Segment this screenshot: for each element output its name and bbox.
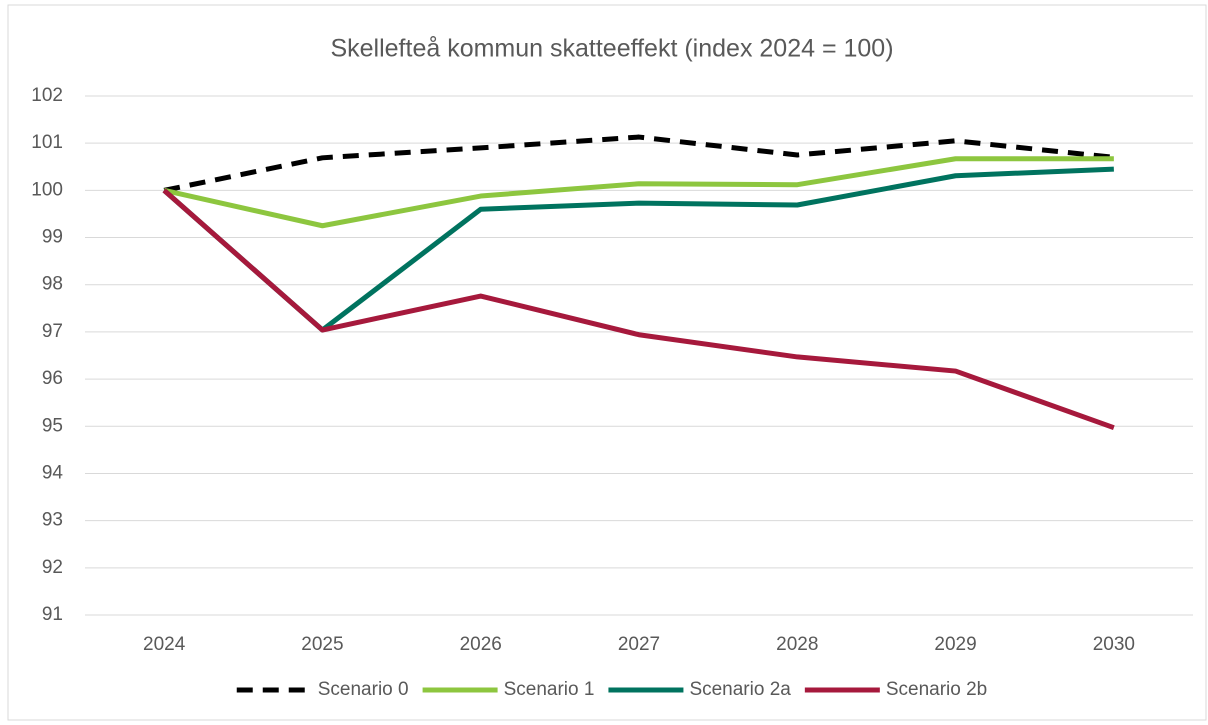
y-tick-label: 93: [42, 510, 63, 531]
y-tick-label: 96: [42, 368, 63, 389]
y-tick-label: 94: [42, 462, 64, 483]
x-tick-label: 2029: [934, 634, 976, 655]
y-tick-label: 97: [42, 321, 63, 342]
legend-label: Scenario 1: [504, 679, 595, 700]
series-line: [163, 156, 1114, 229]
y-tick-label: 91: [42, 604, 63, 625]
x-tick-label: 2030: [1093, 634, 1135, 655]
y-tick-label: 92: [42, 557, 63, 578]
x-tick-label: 2025: [301, 634, 343, 655]
y-tick-label: 95: [42, 415, 63, 436]
legend-label: Scenario 2b: [886, 679, 987, 700]
legend-label: Scenario 2a: [689, 679, 791, 700]
y-tick-label: 98: [42, 274, 63, 295]
y-tick-label: 100: [31, 179, 63, 200]
chart-border: [7, 4, 1207, 721]
x-tick-label: 2027: [618, 634, 660, 655]
x-tick-label: 2024: [143, 634, 186, 655]
series-line: [162, 188, 1115, 431]
series-line: [163, 134, 1115, 193]
x-tick-label: 2026: [460, 634, 502, 655]
y-tick-label: 102: [31, 85, 63, 106]
y-tick-label: 99: [42, 227, 63, 248]
y-tick-label: 101: [31, 132, 63, 153]
x-tick-label: 2028: [776, 634, 818, 655]
chart-title: Skellefteå kommun skatteeffekt (index 20…: [330, 35, 893, 63]
legend-label: Scenario 0: [318, 679, 409, 700]
